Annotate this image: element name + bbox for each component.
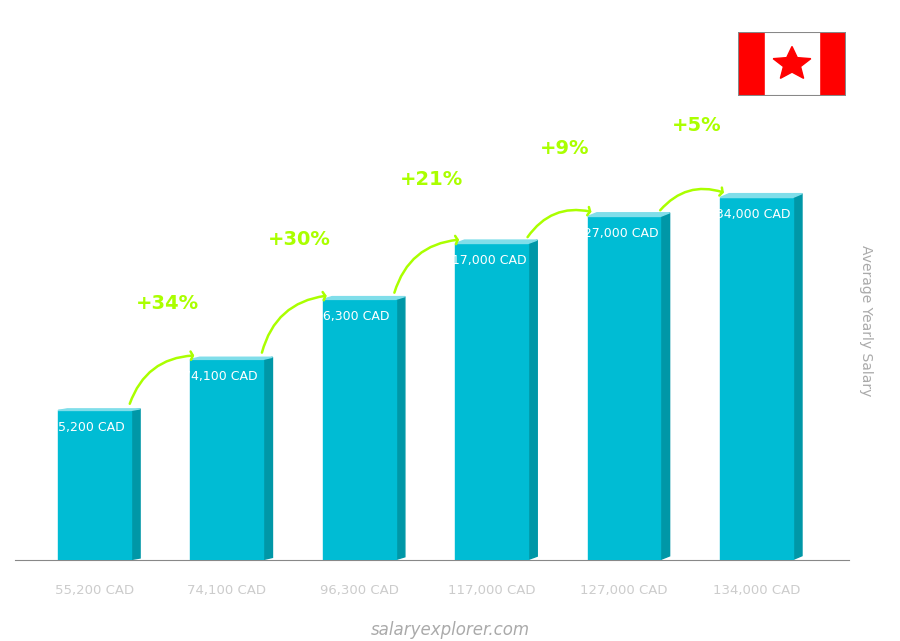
Text: 134,000 CAD: 134,000 CAD xyxy=(713,584,800,597)
Polygon shape xyxy=(455,240,537,244)
Text: salaryexplorer.com: salaryexplorer.com xyxy=(371,620,529,638)
Bar xyxy=(323,299,396,560)
Polygon shape xyxy=(191,357,273,360)
Bar xyxy=(765,32,819,96)
Polygon shape xyxy=(528,240,537,560)
Bar xyxy=(819,32,846,96)
Text: Salary Comparison By Experience: Salary Comparison By Experience xyxy=(36,32,719,66)
Polygon shape xyxy=(263,357,273,560)
Polygon shape xyxy=(588,213,670,217)
Bar xyxy=(720,197,793,560)
Bar xyxy=(738,32,765,96)
Text: 117,000 CAD: 117,000 CAD xyxy=(448,584,536,597)
Text: Average Yearly Salary: Average Yearly Salary xyxy=(859,245,873,396)
Bar xyxy=(455,244,528,560)
Polygon shape xyxy=(58,409,140,410)
Polygon shape xyxy=(661,213,670,560)
Text: +30%: +30% xyxy=(268,230,331,249)
Text: 74,100 CAD: 74,100 CAD xyxy=(187,584,266,597)
Text: Paralegal: Paralegal xyxy=(36,83,139,103)
Text: 127,000 CAD: 127,000 CAD xyxy=(576,228,659,240)
Text: 96,300 CAD: 96,300 CAD xyxy=(315,310,390,323)
Text: +21%: +21% xyxy=(400,171,464,190)
Text: 55,200 CAD: 55,200 CAD xyxy=(50,421,125,434)
Text: 127,000 CAD: 127,000 CAD xyxy=(580,584,668,597)
Text: +34%: +34% xyxy=(136,294,199,313)
Text: 96,300 CAD: 96,300 CAD xyxy=(320,584,399,597)
Bar xyxy=(191,360,263,560)
Polygon shape xyxy=(773,47,811,78)
Polygon shape xyxy=(793,194,802,560)
Text: +9%: +9% xyxy=(540,139,590,158)
Polygon shape xyxy=(396,297,405,560)
Bar xyxy=(588,217,661,560)
Polygon shape xyxy=(323,297,405,299)
Text: +5%: +5% xyxy=(672,117,722,135)
Polygon shape xyxy=(720,194,802,197)
Polygon shape xyxy=(130,409,140,560)
Text: 134,000 CAD: 134,000 CAD xyxy=(708,208,791,221)
Text: 55,200 CAD: 55,200 CAD xyxy=(55,584,134,597)
Text: 74,100 CAD: 74,100 CAD xyxy=(183,370,257,383)
Bar xyxy=(58,410,130,560)
Text: 117,000 CAD: 117,000 CAD xyxy=(444,254,526,267)
